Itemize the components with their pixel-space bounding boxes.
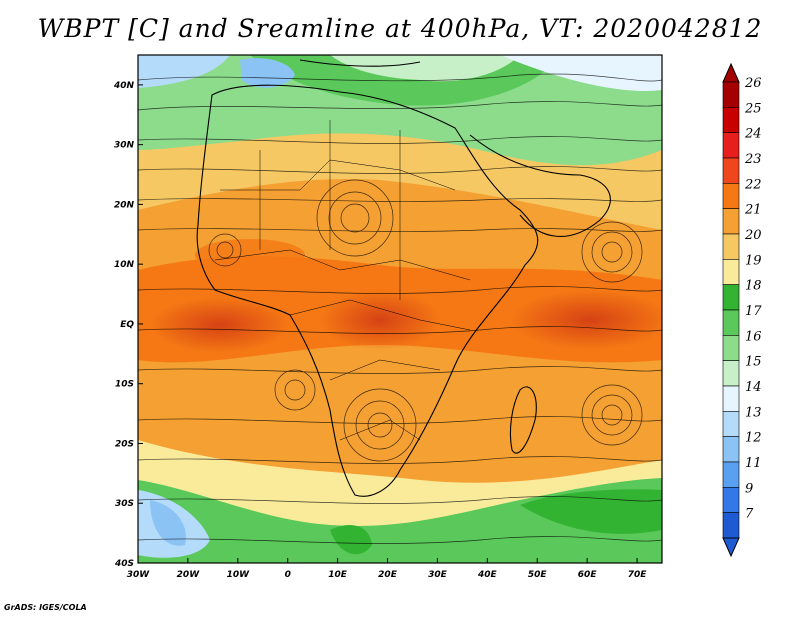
lat-tick-label: 40N bbox=[113, 81, 135, 91]
colorbar-top-arrow bbox=[722, 62, 740, 83]
colorbar-label: 7 bbox=[745, 507, 754, 522]
colorbar-swatch bbox=[722, 132, 740, 159]
colorbar-label: 15 bbox=[745, 355, 762, 370]
lat-tick-label: EQ bbox=[120, 320, 134, 330]
map-frame bbox=[137, 54, 663, 564]
colorbar-label: 11 bbox=[745, 456, 762, 471]
colorbar-label: 14 bbox=[745, 380, 762, 395]
colorbar-swatch bbox=[722, 183, 740, 209]
longitude-tick-labels: 30W 20W 10W 0 10E 20E 30E 40E 50E 60E 70E bbox=[127, 558, 647, 580]
colorbar-swatch bbox=[722, 309, 740, 336]
colorbar-label: 13 bbox=[745, 405, 762, 420]
lon-tick-label: 30E bbox=[428, 570, 448, 580]
colorbar-swatch bbox=[722, 259, 740, 285]
lon-tick-label: 20E bbox=[378, 570, 398, 580]
colorbar-label: 20 bbox=[744, 228, 762, 243]
lat-tick-label: 10S bbox=[115, 380, 134, 390]
colorbar-label: 25 bbox=[744, 101, 762, 116]
lat-tick-label: 30S bbox=[115, 499, 134, 509]
colorbar-label: 17 bbox=[745, 304, 762, 319]
lon-tick-label: 40E bbox=[477, 570, 498, 580]
lon-tick-label: 10W bbox=[227, 570, 251, 580]
latitude-tick-labels: 40N 30N 20N 10N EQ 10S 20S 30S 40S bbox=[113, 81, 143, 569]
lon-tick-label: 10E bbox=[328, 570, 348, 580]
colorbar-swatch bbox=[722, 157, 740, 184]
colorbar-label: 12 bbox=[745, 431, 762, 446]
lon-tick-label: 50E bbox=[528, 570, 548, 580]
lon-tick-label: 60E bbox=[578, 570, 598, 580]
lat-tick-label: 30N bbox=[114, 141, 135, 151]
colorbar-bottom-arrow bbox=[722, 537, 740, 558]
colorbar-label: 19 bbox=[745, 253, 762, 268]
colorbar-swatch bbox=[722, 284, 740, 311]
lat-tick-label: 40S bbox=[114, 559, 134, 569]
colorbar-swatch bbox=[722, 411, 740, 437]
colorbar-swatch bbox=[722, 436, 740, 463]
colorbar-swatch bbox=[722, 360, 740, 387]
lat-tick-label: 10N bbox=[114, 260, 135, 270]
colorbar-label: 21 bbox=[744, 203, 762, 218]
colorbar-label: 9 bbox=[745, 481, 753, 496]
colorbar-swatch bbox=[722, 233, 740, 260]
colorbar-swatch bbox=[722, 461, 740, 488]
colorbar-label: 18 bbox=[745, 279, 762, 294]
colorbar-label: 23 bbox=[744, 152, 762, 167]
colorbar-swatch bbox=[722, 107, 740, 133]
colorbar: 26 25 24 23 22 21 20 19 18 17 16 15 14 13 12 11 9 7 bbox=[722, 62, 762, 558]
lat-tick-label: 20N bbox=[114, 200, 135, 210]
colorbar-label: 26 bbox=[744, 76, 762, 91]
colorbar-swatch bbox=[722, 512, 740, 539]
colorbar-swatch bbox=[722, 81, 740, 108]
grads-credit: GrADS: IGES/COLA bbox=[4, 603, 87, 612]
colorbar-label: 24 bbox=[744, 127, 762, 142]
lat-tick-label: 20S bbox=[115, 439, 134, 449]
map-plot-area bbox=[138, 55, 662, 563]
colorbar-label: 22 bbox=[744, 177, 762, 192]
colorbar-label: 16 bbox=[745, 329, 762, 344]
colorbar-swatch bbox=[722, 385, 740, 412]
lon-tick-label: 20W bbox=[177, 570, 201, 580]
colorbar-swatch bbox=[722, 487, 740, 513]
colorbar-swatch bbox=[722, 335, 740, 361]
lon-tick-label: 30W bbox=[127, 570, 151, 580]
lon-tick-label: 70E bbox=[628, 570, 648, 580]
lon-tick-label: 0 bbox=[285, 570, 291, 580]
chart-title: WBPT [C] and Sreamline at 400hPa, VT: 20… bbox=[37, 14, 763, 43]
colorbar-swatch bbox=[722, 208, 740, 235]
